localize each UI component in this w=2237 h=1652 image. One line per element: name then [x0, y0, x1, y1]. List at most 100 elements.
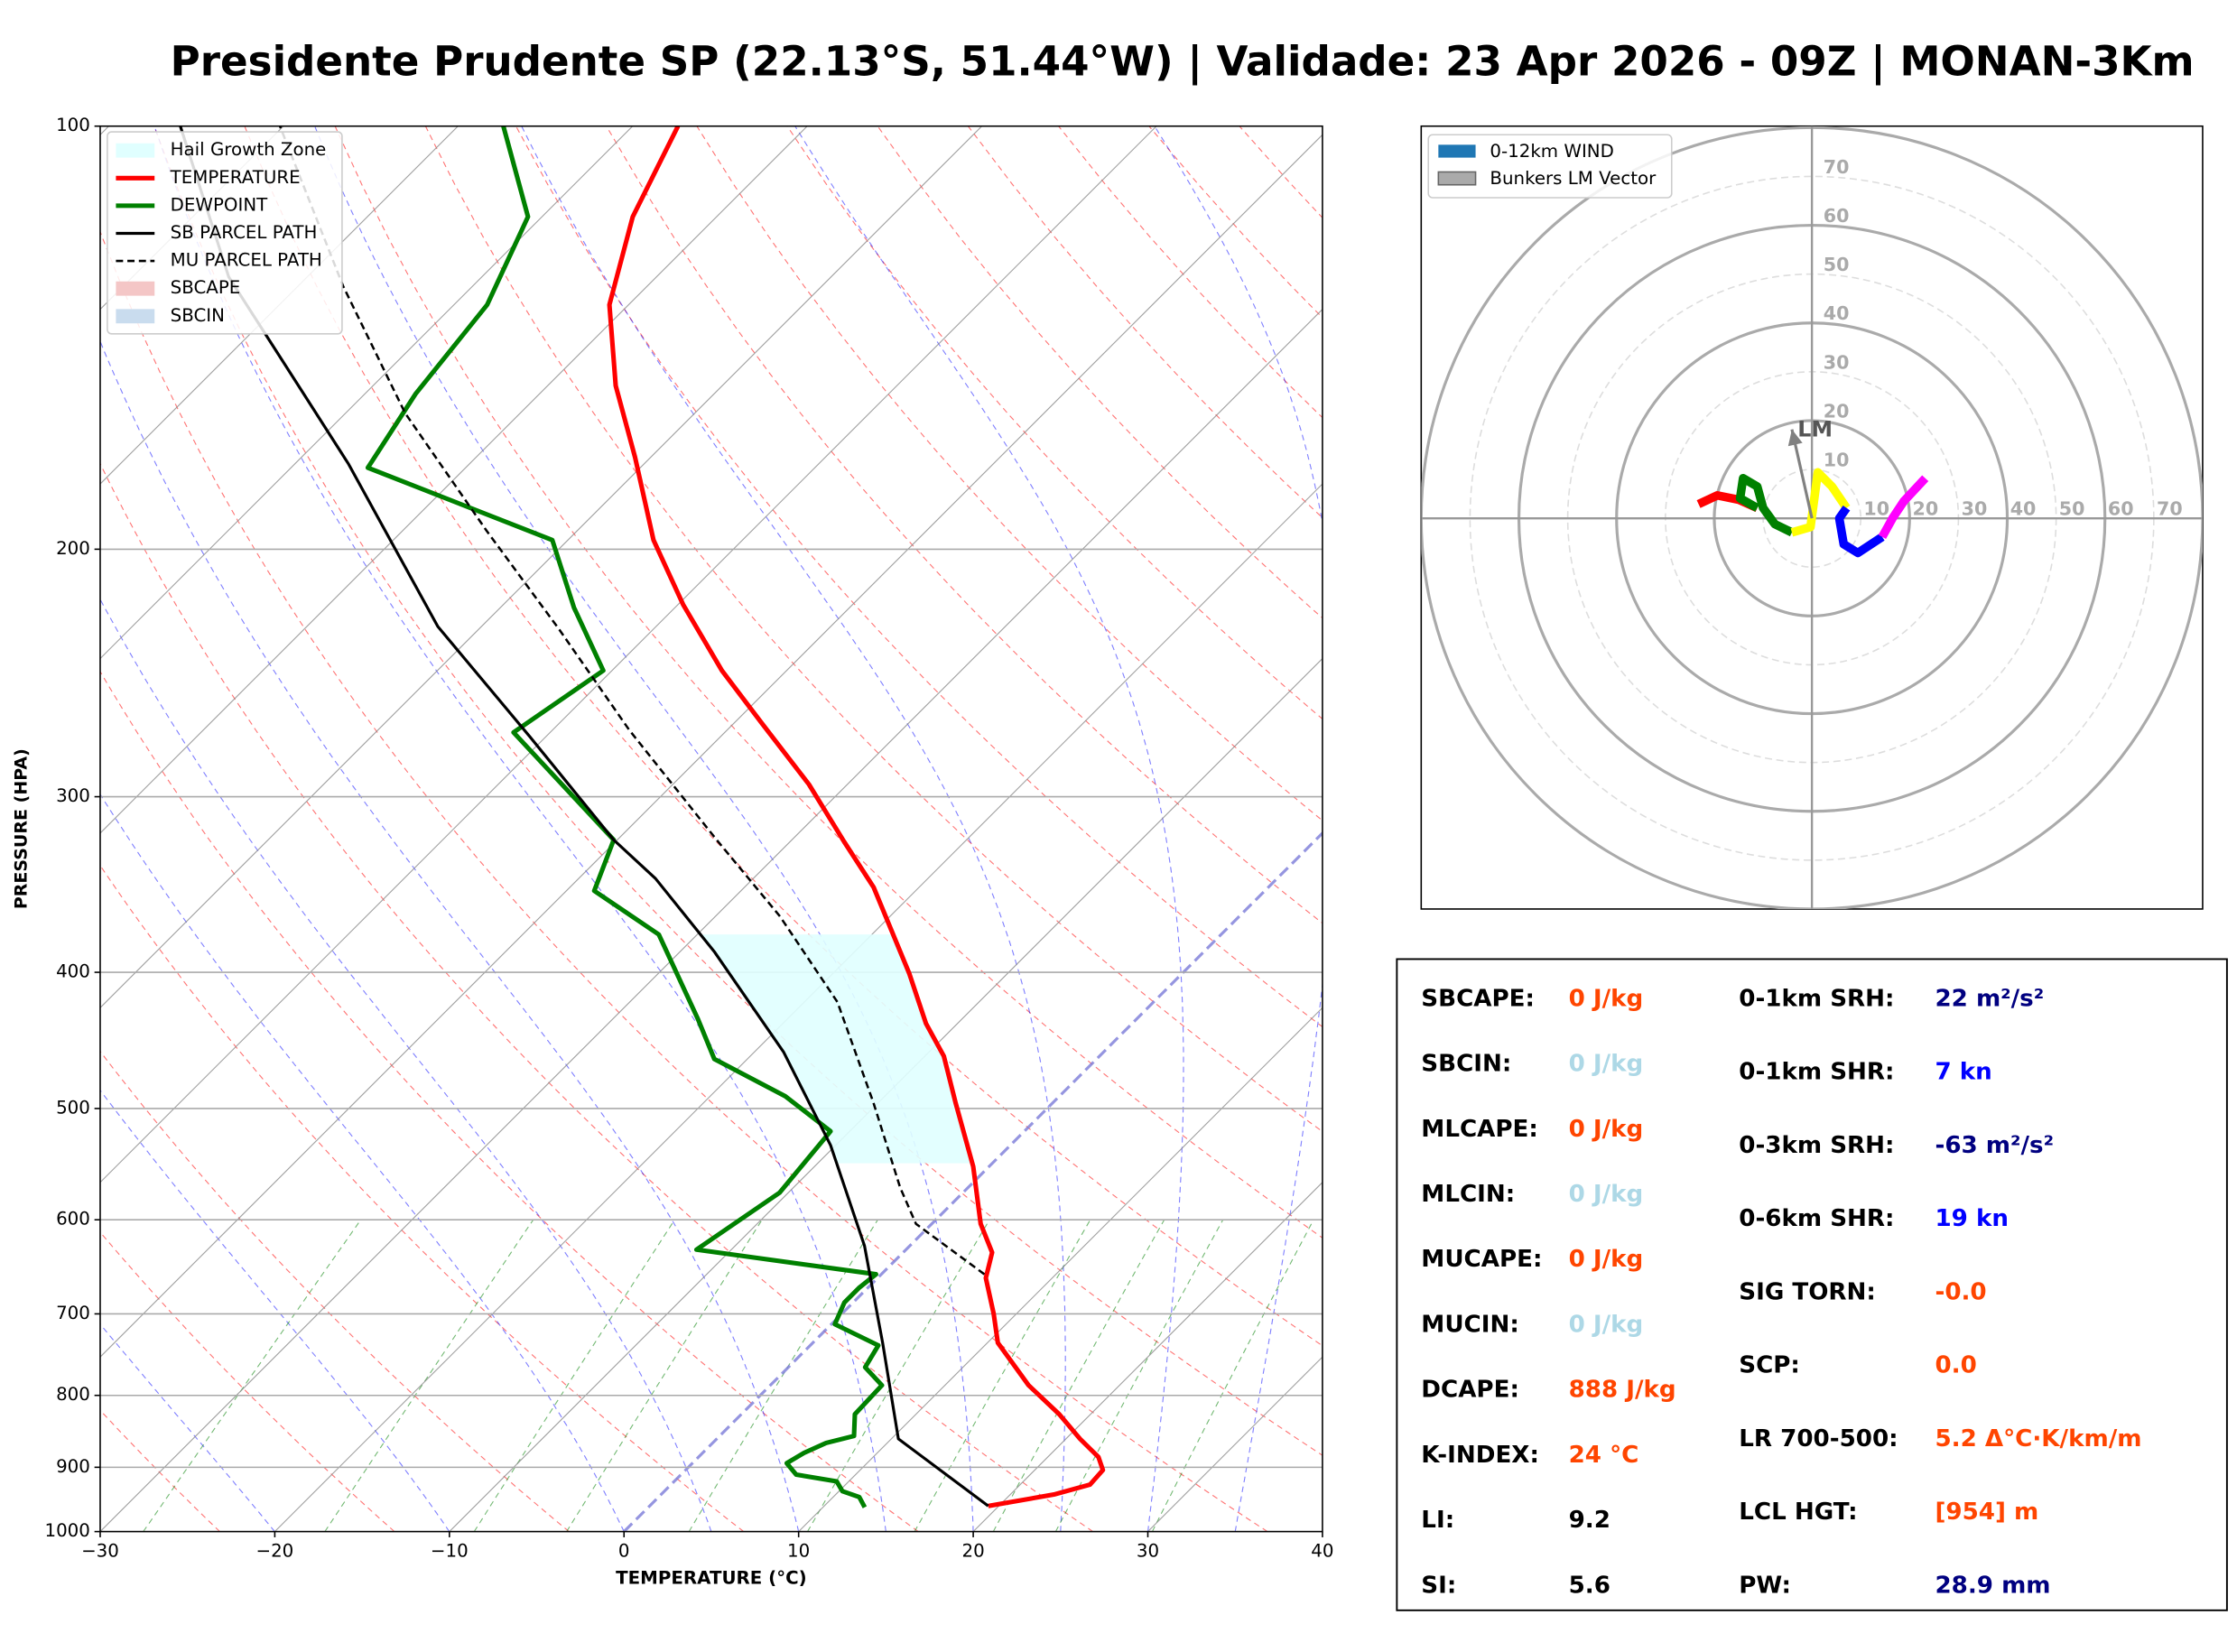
- hail-growth-zone: [700, 934, 972, 1164]
- legend-label: TEMPERATURE: [170, 167, 301, 188]
- ring-label: 30: [1962, 498, 1988, 520]
- index-value: 0.0: [1935, 1352, 1976, 1379]
- legend-swatch: [116, 143, 155, 158]
- index-value: 9.2: [1569, 1507, 1610, 1534]
- index-label: SIG TORN:: [1739, 1278, 1876, 1305]
- hodograph-line: [1878, 475, 1929, 540]
- isotherm: [972, 1181, 1323, 1532]
- isotherm: [274, 483, 1323, 1532]
- ring-label: 70: [2157, 498, 2183, 520]
- index-label: MLCIN:: [1421, 1181, 1515, 1208]
- legend-label: 0-12km WIND: [1490, 141, 1613, 162]
- hodograph-plot: [1421, 125, 2203, 909]
- index-value: 888 J/kg: [1569, 1377, 1676, 1404]
- chart-title: Presidente Prudente SP (22.13°S, 51.44°W…: [171, 38, 2195, 86]
- ring-label: 60: [1824, 205, 1850, 227]
- index-value: 7 kn: [1935, 1059, 1991, 1086]
- y-tick-label: 300: [56, 785, 90, 806]
- isotherm: [99, 125, 982, 1009]
- legend-box: [107, 131, 343, 335]
- legend-label: SB PARCEL PATH: [171, 222, 318, 243]
- isotherm: [99, 308, 1323, 1532]
- index-value: 22 m²/s²: [1935, 985, 2044, 1012]
- index-value: 0 J/kg: [1569, 985, 1644, 1012]
- moist-adiabat: [314, 125, 974, 1532]
- index-label: LR 700-500:: [1739, 1425, 1898, 1452]
- index-label: MUCIN:: [1421, 1311, 1518, 1338]
- index-label: 0-1km SHR:: [1739, 1059, 1894, 1086]
- y-tick-label: 1000: [44, 1520, 89, 1541]
- profile-line: [179, 125, 989, 1508]
- hodograph-line: [1834, 505, 1885, 558]
- ring-label: 10: [1863, 498, 1889, 520]
- index-value: -0.0: [1935, 1278, 1986, 1305]
- index-label: LCL HGT:: [1739, 1499, 1857, 1526]
- moist-adiabat: [99, 598, 712, 1532]
- ring-label: 60: [2108, 498, 2134, 520]
- x-tick-label: −30: [81, 1540, 119, 1561]
- isotherm: [798, 1007, 1323, 1532]
- index-label: DCAPE:: [1421, 1377, 1519, 1404]
- ring-label: 50: [2059, 498, 2085, 520]
- ring-label: 70: [1824, 156, 1850, 178]
- index-label: 0-6km SHR:: [1739, 1205, 1894, 1232]
- index-value: 0 J/kg: [1569, 1051, 1644, 1078]
- index-label: SI:: [1421, 1572, 1456, 1599]
- legend-swatch: [1438, 144, 1476, 158]
- isotherm: [99, 125, 1157, 1183]
- y-tick-label: 800: [56, 1384, 90, 1405]
- hodograph-line: [1735, 473, 1795, 537]
- plot-area: [179, 125, 1106, 1508]
- index-label: PW:: [1739, 1572, 1791, 1599]
- legend-label: DEWPOINT: [171, 194, 268, 215]
- y-tick-label: 400: [56, 961, 90, 982]
- x-tick-label: 0: [618, 1540, 630, 1561]
- y-tick-label: 600: [56, 1209, 90, 1230]
- indices-table: SBCAPE: 0 J/kg SBCIN: 0 J/kg MLCAPE: 0 J/kg ML…: [1421, 985, 2141, 1599]
- ring-label: 30: [1824, 351, 1850, 373]
- x-tick-label: −10: [431, 1540, 469, 1561]
- legend-label: Bunkers LM Vector: [1490, 168, 1657, 189]
- dry-adiabat: [99, 1231, 395, 1532]
- index-label: SBCIN:: [1421, 1051, 1511, 1078]
- profile-line: [607, 125, 1106, 1508]
- vector-head: [1787, 429, 1803, 447]
- ring-label: 40: [2010, 498, 2037, 520]
- dry-adiabat: [153, 125, 1323, 1456]
- index-value: [954] m: [1935, 1499, 2038, 1526]
- x-tick-label: −20: [256, 1540, 294, 1561]
- dry-adiabat: [334, 125, 1323, 1239]
- isotherm: [623, 831, 1323, 1532]
- index-label: SBCAPE:: [1421, 985, 1535, 1012]
- legend-label: SBCIN: [171, 305, 225, 326]
- legend-label: MU PARCEL PATH: [171, 250, 322, 271]
- vector-label: LM: [1797, 417, 1833, 442]
- index-label: LI:: [1421, 1507, 1454, 1534]
- y-tick-label: 100: [56, 115, 90, 135]
- index-value: 5.6: [1569, 1572, 1610, 1599]
- legend-swatch: [116, 281, 155, 296]
- x-tick-label: 40: [1311, 1540, 1333, 1561]
- index-value: 0 J/kg: [1569, 1311, 1644, 1338]
- ring-label: 20: [1913, 498, 1939, 520]
- dry-adiabat: [99, 864, 745, 1532]
- moist-adiabat: [99, 793, 625, 1532]
- y-tick-label: 200: [56, 538, 90, 559]
- ring-label: 10: [1824, 450, 1850, 471]
- moist-adiabat: [99, 339, 800, 1532]
- index-value: 0 J/kg: [1569, 1116, 1644, 1143]
- index-label: MUCAPE:: [1421, 1246, 1542, 1273]
- x-tick-label: 10: [787, 1540, 810, 1561]
- index-label: SCP:: [1739, 1352, 1800, 1379]
- moist-adiabat: [1154, 125, 1323, 1532]
- ring-label: 40: [1824, 302, 1850, 324]
- ring-label: 20: [1824, 400, 1850, 422]
- moist-adiabat: [99, 1089, 450, 1532]
- isotherm: [99, 125, 634, 660]
- dry-adiabat: [99, 1050, 570, 1532]
- index-label: 0-1km SRH:: [1739, 985, 1894, 1012]
- indices-box: [1396, 958, 2228, 1611]
